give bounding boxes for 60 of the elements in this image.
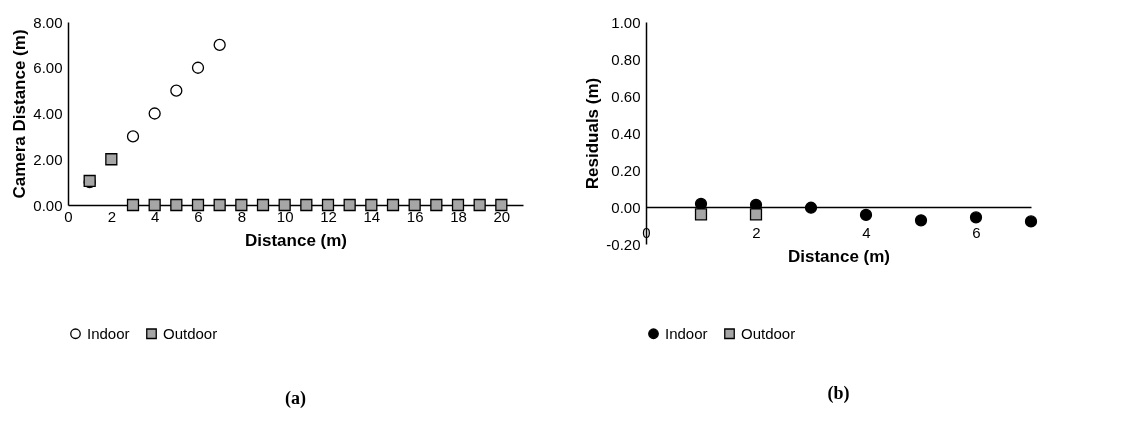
x-tick-label: 12 xyxy=(320,207,337,225)
x-tick-label: 20 xyxy=(493,207,511,225)
legend-label: Outdoor xyxy=(163,324,218,342)
y-tick-label: 1.00 xyxy=(611,13,641,31)
point xyxy=(126,130,140,143)
point xyxy=(191,198,205,212)
point xyxy=(256,198,270,212)
point xyxy=(191,61,205,74)
point xyxy=(300,198,313,212)
point xyxy=(321,198,335,212)
text: (a) xyxy=(285,388,306,409)
y-tick-label: -0.20 xyxy=(606,235,641,253)
text: (b) xyxy=(827,383,850,404)
x-tick-label: 16 xyxy=(406,207,424,225)
point xyxy=(495,198,508,212)
point xyxy=(170,198,183,212)
y-tick-label: 0.60 xyxy=(611,87,641,105)
point xyxy=(408,198,421,212)
x-tick-label: 14 xyxy=(363,207,381,225)
x-tick-label: 2 xyxy=(107,207,117,225)
point xyxy=(213,198,226,212)
x-tick-label: 10 xyxy=(276,207,294,225)
y-tick-label: 4.00 xyxy=(33,105,63,122)
y-tick-label: 0.20 xyxy=(611,161,641,179)
point xyxy=(148,107,161,120)
y-axis-title: Residuals (m) xyxy=(583,77,603,190)
y-axis-title: Camera Distance (m) xyxy=(10,29,30,199)
legend-label: Outdoor xyxy=(741,324,796,342)
y-tick-label: 8.00 xyxy=(33,13,63,31)
point xyxy=(473,198,486,212)
x-tick-label: 4 xyxy=(862,223,871,241)
point xyxy=(213,38,226,51)
point xyxy=(126,198,140,212)
point xyxy=(235,198,248,212)
point xyxy=(148,198,161,212)
x-tick-label: 0 xyxy=(64,207,73,225)
point xyxy=(170,84,183,97)
y-tick-label: 0.40 xyxy=(611,124,641,142)
y-tick-label: 2.00 xyxy=(33,150,63,168)
point xyxy=(386,198,400,212)
legend-label: Indoor xyxy=(87,324,130,342)
y-tick-label: 6.00 xyxy=(33,59,63,77)
y-tick-label: 0.00 xyxy=(33,196,63,214)
point xyxy=(451,198,465,212)
x-tick-label: 2 xyxy=(752,223,761,241)
x-tick-label: 4 xyxy=(150,207,160,225)
point xyxy=(105,153,118,166)
x-axis-title: Distance (m) xyxy=(787,246,891,266)
x-tick-label: 6 xyxy=(972,223,981,241)
y-tick-label: 0.00 xyxy=(611,198,641,216)
point xyxy=(343,198,356,212)
point xyxy=(430,198,443,212)
x-axis-title: Distance (m) xyxy=(244,230,348,250)
legend-label: Indoor xyxy=(665,324,708,342)
point xyxy=(365,198,378,212)
x-tick-label: 6 xyxy=(194,207,203,225)
y-tick-label: 0.80 xyxy=(611,50,641,68)
point xyxy=(278,198,291,212)
x-tick-label: 8 xyxy=(237,207,247,225)
x-tick-label: 18 xyxy=(450,207,467,225)
